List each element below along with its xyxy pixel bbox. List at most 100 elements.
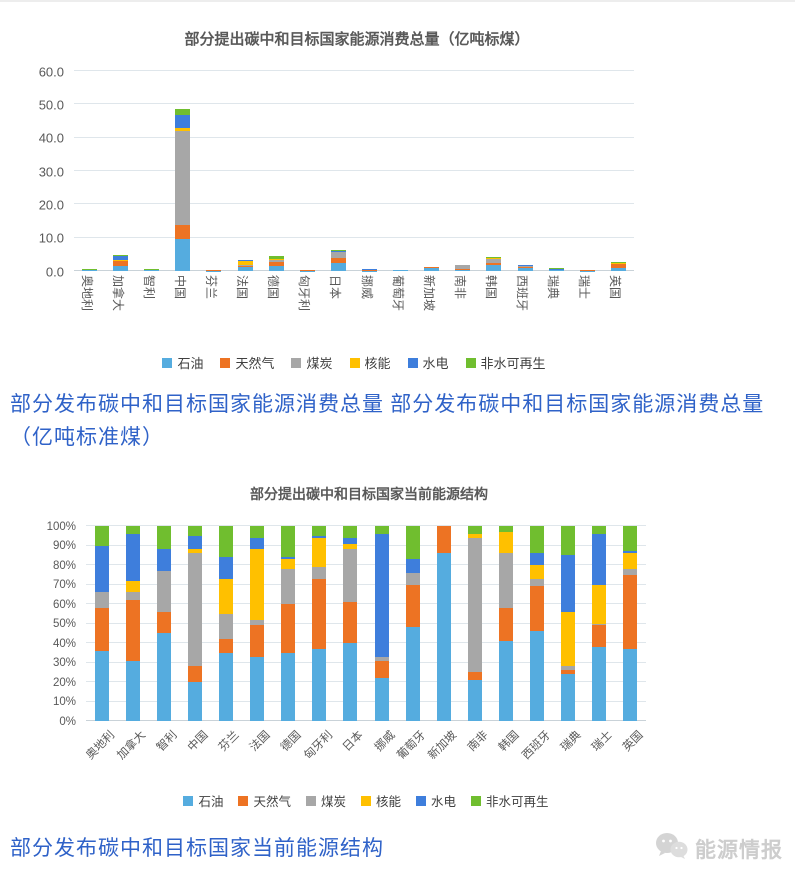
stacked-bar xyxy=(611,262,626,271)
y-tick-label: 0.0 xyxy=(46,264,64,279)
chart2-legend: 石油天然气煤炭核能水电非水可再生 xyxy=(86,791,646,810)
bar-column xyxy=(522,526,553,721)
bar-segment xyxy=(530,526,544,553)
bar-segment xyxy=(530,631,544,721)
bar-segment xyxy=(375,526,389,534)
x-axis-label: 西班牙 xyxy=(522,721,553,791)
legend-label: 核能 xyxy=(376,791,401,810)
legend-item: 核能 xyxy=(350,353,391,372)
bar-column xyxy=(397,526,428,721)
chart1-legend: 石油天然气煤炭核能水电非水可再生 xyxy=(74,353,634,372)
y-tick-label: 70% xyxy=(53,579,76,591)
bar-segment xyxy=(468,680,482,721)
bar-segment xyxy=(281,526,295,557)
x-axis-label: 英国 xyxy=(615,721,646,791)
bar-segment xyxy=(561,555,575,612)
legend-item: 天然气 xyxy=(220,353,274,372)
bar-column xyxy=(323,71,354,271)
bar-segment xyxy=(219,639,233,653)
bar-segment xyxy=(499,553,513,608)
x-axis-label: 新加坡 xyxy=(416,271,447,351)
bar-column xyxy=(416,71,447,271)
stacked-bar xyxy=(331,250,346,271)
energy-structure-chart: 部分提出碳中和目标国家当前能源结构 0%10%20%30%40%50%60%70… xyxy=(34,480,664,810)
bar-segment xyxy=(126,526,140,534)
legend-swatch xyxy=(466,358,476,368)
y-tick-label: 30% xyxy=(53,657,76,669)
bar-segment xyxy=(281,604,295,653)
legend-swatch xyxy=(416,796,426,806)
bar-segment xyxy=(592,534,606,585)
bar-segment xyxy=(623,649,637,721)
bar-segment xyxy=(219,579,233,614)
bar-segment xyxy=(188,536,202,550)
bar-column xyxy=(603,71,634,271)
bar-segment xyxy=(250,625,264,656)
bar-segment xyxy=(312,526,326,536)
legend-swatch xyxy=(408,358,418,368)
bar-column xyxy=(510,71,541,271)
bar-segment xyxy=(468,672,482,680)
stacked-bar xyxy=(188,526,202,721)
bar-segment xyxy=(592,585,606,624)
y-tick-label: 60% xyxy=(53,599,76,611)
stacked-bar xyxy=(113,255,128,271)
wechat-bubbles-icon xyxy=(655,832,689,865)
x-axis-label: 中国 xyxy=(179,721,210,791)
y-tick-label: 90% xyxy=(53,540,76,552)
bar-segment xyxy=(375,678,389,721)
bar-segment xyxy=(250,657,264,721)
bar-column xyxy=(105,71,136,271)
legend-item: 水电 xyxy=(416,791,456,810)
legend-swatch xyxy=(238,796,248,806)
bar-segment xyxy=(561,526,575,555)
legend-swatch xyxy=(361,796,371,806)
x-axis-label: 瑞士 xyxy=(584,721,615,791)
bar-segment xyxy=(343,602,357,643)
x-axis-label: 法国 xyxy=(230,271,261,351)
bar-segment xyxy=(188,666,202,682)
bar-column xyxy=(86,526,117,721)
y-tick-label: 80% xyxy=(53,560,76,572)
x-axis-label: 中国 xyxy=(167,271,198,351)
legend-label: 石油 xyxy=(198,791,223,810)
chart2-title: 部分提出碳中和目标国家当前能源结构 xyxy=(86,480,652,504)
x-axis-label: 挪威 xyxy=(354,271,385,351)
bar-segment xyxy=(343,526,357,538)
bar-column xyxy=(242,526,273,721)
bar-column xyxy=(167,71,198,271)
legend-item: 核能 xyxy=(361,791,401,810)
stacked-bar xyxy=(95,526,109,721)
stacked-bar xyxy=(281,526,295,721)
bar-column xyxy=(541,71,572,271)
bar-segment xyxy=(331,263,346,272)
bar-segment xyxy=(499,532,513,553)
legend-swatch xyxy=(306,796,316,806)
legend-label: 天然气 xyxy=(235,353,274,372)
bar-segment xyxy=(437,526,451,553)
bar-segment xyxy=(126,600,140,660)
bar-segment xyxy=(126,661,140,721)
bar-segment xyxy=(175,131,190,225)
x-axis-label: 挪威 xyxy=(366,721,397,791)
bar-column xyxy=(553,526,584,721)
bar-segment xyxy=(219,526,233,557)
legend-swatch xyxy=(220,358,230,368)
bar-segment xyxy=(623,575,637,649)
x-axis-label: 加拿大 xyxy=(117,721,148,791)
bar-segment xyxy=(592,526,606,534)
x-axis-label: 韩国 xyxy=(490,721,521,791)
bar-segment xyxy=(406,585,420,628)
y-tick-label: 40.0 xyxy=(39,131,64,146)
bar-column xyxy=(335,526,366,721)
stacked-bar xyxy=(157,526,171,721)
bar-segment xyxy=(175,115,190,128)
bar-segment xyxy=(157,633,171,721)
bar-column xyxy=(366,526,397,721)
x-axis-label: 英国 xyxy=(603,271,634,351)
bar-segment xyxy=(530,586,544,631)
bars-row xyxy=(86,526,646,721)
y-tick-label: 20% xyxy=(53,677,76,689)
x-axis-label: 芬兰 xyxy=(198,271,229,351)
